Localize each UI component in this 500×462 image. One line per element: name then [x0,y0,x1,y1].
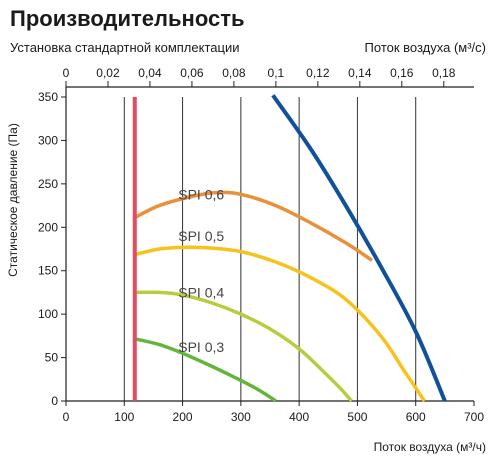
chart-title: Производительность [10,6,245,31]
x-tick-label-4: 400 [289,410,309,424]
top-x-axis-label: Поток воздуха (м³/с) [364,40,486,55]
x-tick-label-6: 600 [406,410,426,424]
series-label-2: SPI 0,4 [178,284,224,300]
x2-tick-label-5: 0,1 [268,66,285,80]
y-tick-label-6: 300 [38,133,58,147]
x2-tick-label-0: 0 [63,66,70,80]
x-tick-label-3: 300 [231,410,251,424]
y-tick-label-3: 150 [38,264,58,278]
x-tick-label-5: 500 [347,410,367,424]
x2-tick-label-2: 0,04 [138,66,162,80]
series-label-1: SPI 0,5 [178,228,224,244]
y-tick-label-1: 50 [45,351,59,365]
x2-tick-label-8: 0,16 [390,66,414,80]
x2-tick-label-6: 0,12 [306,66,330,80]
y-tick-label-7: 350 [38,90,58,104]
bottom-x-axis-label: Поток воздуха (м³/ч) [373,440,486,454]
x-tick-label-1: 100 [114,410,134,424]
series-line-0 [132,190,373,262]
series-line-2 [133,290,353,403]
series-label-0: SPI 0,6 [178,186,224,202]
y-tick-label-2: 100 [38,307,58,321]
chart-subtitle: Установка стандартной комплектации [10,40,240,55]
x2-tick-label-9: 0,18 [432,66,456,80]
x2-tick-label-3: 0,06 [180,66,204,80]
series-line-4 [271,94,447,402]
y-tick-label-4: 200 [38,220,58,234]
series-label-3: SPI 0,3 [178,339,224,355]
x2-tick-label-7: 0,14 [348,66,372,80]
x-tick-label-7: 700 [464,410,484,424]
y-tick-label-0: 0 [51,394,58,408]
series-line-3 [132,336,277,403]
y-tick-label-5: 250 [38,177,58,191]
x-tick-label-0: 0 [63,410,70,424]
x-tick-label-2: 200 [173,410,193,424]
x2-tick-label-1: 0,02 [96,66,120,80]
x2-tick-label-4: 0,08 [222,66,246,80]
series-line-1 [132,245,426,402]
